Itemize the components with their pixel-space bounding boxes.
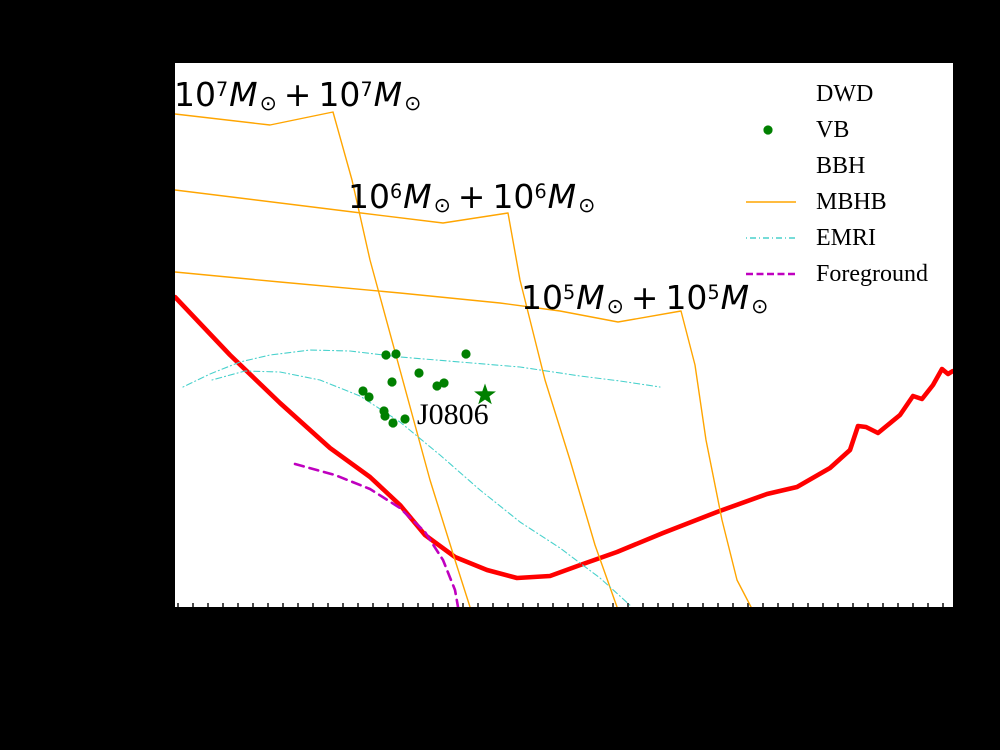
vb-point bbox=[432, 381, 442, 391]
vb-dot-marker bbox=[763, 125, 773, 135]
legend-label-foreground: Foreground bbox=[816, 261, 928, 287]
emri-track-1-curve bbox=[182, 349, 661, 388]
legend-item-mbhb: MBHB bbox=[738, 184, 928, 220]
legend-swatch-foreground bbox=[746, 272, 796, 276]
mbhb-track-1e5-curve bbox=[175, 271, 752, 607]
legend-item-vb: VB bbox=[738, 112, 928, 148]
vb-point bbox=[414, 368, 424, 378]
vb-point bbox=[391, 349, 401, 359]
legend-item-dwd: DWD bbox=[738, 76, 928, 112]
legend-swatch-dwd bbox=[738, 86, 798, 102]
vb-point bbox=[461, 349, 471, 359]
vb-point bbox=[439, 378, 449, 388]
legend-label-emri: EMRI bbox=[816, 225, 876, 251]
vb-point bbox=[387, 377, 397, 387]
legend-label-dwd: DWD bbox=[816, 81, 874, 107]
legend-item-bbh: BBH bbox=[738, 148, 928, 184]
plot-area: 107M⊙ +107M⊙ 106M⊙ +106M⊙ 105M⊙ +105M⊙ J0806 … bbox=[174, 63, 953, 607]
lisa-sensitivity-curve bbox=[175, 294, 953, 581]
mass-label-1e5: 105M⊙ +105M⊙ bbox=[521, 278, 769, 318]
mbhb-track-1e6-curve bbox=[175, 189, 618, 607]
j0806-star bbox=[474, 383, 496, 405]
vb-point bbox=[358, 386, 368, 396]
legend-swatch-emri bbox=[746, 237, 796, 239]
vb-point bbox=[388, 418, 398, 428]
legend-item-foreground: Foreground bbox=[738, 256, 928, 292]
emri-track-2-curve bbox=[211, 370, 633, 607]
foreground-confusion-curve bbox=[293, 462, 460, 607]
vb-point bbox=[400, 414, 410, 424]
legend: DWD VB BBH MBHB EMRI Foreground bbox=[738, 76, 928, 292]
mass-label-1e7: 107M⊙ +107M⊙ bbox=[174, 75, 422, 115]
mass-label-1e6: 106M⊙ +106M⊙ bbox=[348, 177, 596, 217]
vb-point bbox=[380, 411, 390, 421]
chart-curves bbox=[175, 111, 953, 607]
legend-swatch-vb bbox=[763, 125, 773, 135]
vb-point bbox=[364, 392, 374, 402]
legend-label-bbh: BBH bbox=[816, 153, 866, 179]
vb-point bbox=[381, 350, 391, 360]
legend-swatch-bbh bbox=[738, 158, 798, 174]
legend-item-emri: EMRI bbox=[738, 220, 928, 256]
legend-label-vb: VB bbox=[816, 117, 850, 143]
j0806-label: J0806 bbox=[417, 398, 489, 431]
mbhb-track-1e7-curve bbox=[175, 111, 471, 607]
legend-label-mbhb: MBHB bbox=[816, 189, 887, 215]
legend-swatch-mbhb bbox=[746, 201, 796, 203]
